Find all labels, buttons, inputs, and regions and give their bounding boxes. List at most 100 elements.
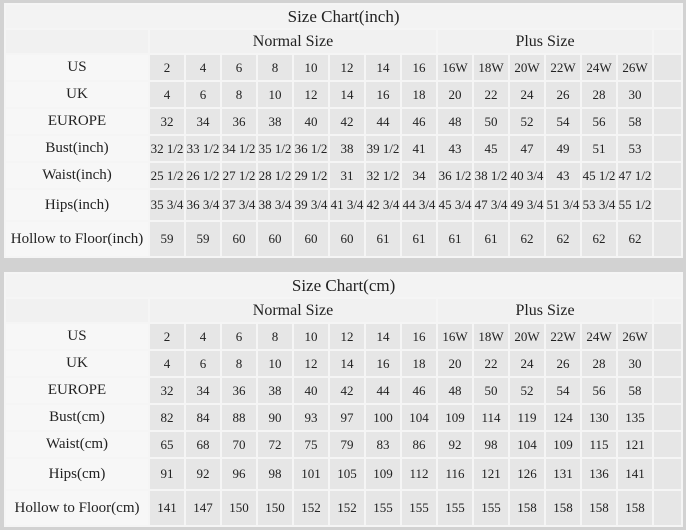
size-value-cell: 105 — [328, 457, 366, 491]
size-value-cell: 34 — [184, 376, 222, 405]
size-value-cell: 39 1/2 — [364, 134, 402, 163]
size-value-cell: 50 — [472, 107, 510, 136]
row-label: US — [4, 53, 150, 82]
size-value-cell: 4 — [148, 80, 186, 109]
row-label: US — [4, 322, 150, 351]
header-tail-cell — [651, 297, 684, 324]
size-value-cell: 62 — [616, 220, 654, 258]
row-tail-cell — [651, 322, 684, 351]
size-value-cell: 14 — [328, 80, 366, 109]
size-value-cell: 16 — [400, 53, 438, 82]
header-spacer-cell — [4, 28, 150, 55]
size-value-cell: 109 — [544, 430, 582, 459]
table-row: UK 4 6 8 10 12 14 16 18 20 22 24 26 28 30 — [4, 80, 684, 109]
size-value-cell: 90 — [256, 403, 294, 432]
size-value-cell: 98 — [256, 457, 294, 491]
size-value-cell: 60 — [328, 220, 366, 258]
row-label: UK — [4, 80, 150, 109]
table-row: Bust(cm) 82 84 88 90 93 97 100 104 109 114 119 124 13… — [4, 403, 684, 432]
size-value-cell: 4 — [184, 322, 222, 351]
size-value-cell: 10 — [256, 80, 294, 109]
size-value-cell: 30 — [616, 349, 654, 378]
size-value-cell: 42 — [328, 107, 366, 136]
size-value-cell: 51 3/4 — [544, 188, 582, 222]
table-title: Size Chart(inch) — [3, 3, 684, 30]
size-value-cell: 53 3/4 — [580, 188, 618, 222]
table-row: US 2 4 6 8 10 12 14 16 16W 18W 20W 22W 24W 26W — [4, 322, 684, 351]
size-value-cell: 22W — [544, 53, 582, 82]
size-value-cell: 59 — [184, 220, 222, 258]
row-label: UK — [4, 349, 150, 378]
size-value-cell: 38 1/2 — [472, 161, 510, 190]
size-value-cell: 60 — [256, 220, 294, 258]
size-value-cell: 126 — [508, 457, 546, 491]
row-label: Hollow to Floor(cm) — [4, 489, 150, 527]
size-value-cell: 20W — [508, 53, 546, 82]
size-value-cell: 124 — [544, 403, 582, 432]
size-value-cell: 61 — [472, 220, 510, 258]
size-value-cell: 93 — [292, 403, 330, 432]
table-row: Hips(cm) 91 92 96 98 101 105 109 112 116 121 126 131… — [4, 457, 684, 491]
size-value-cell: 158 — [544, 489, 582, 527]
size-value-cell: 136 — [580, 457, 618, 491]
size-value-cell: 8 — [256, 322, 294, 351]
size-value-cell: 101 — [292, 457, 330, 491]
row-label: EUROPE — [4, 376, 150, 405]
size-value-cell: 88 — [220, 403, 258, 432]
size-value-cell: 86 — [400, 430, 438, 459]
size-value-cell: 104 — [400, 403, 438, 432]
size-value-cell: 104 — [508, 430, 546, 459]
size-value-cell: 152 — [292, 489, 330, 527]
table-row: Bust(inch) 32 1/2 33 1/2 34 1/2 35 1/2 36 1/2… — [4, 134, 684, 163]
size-value-cell: 97 — [328, 403, 366, 432]
size-value-cell: 51 — [580, 134, 618, 163]
size-value-cell: 33 1/2 — [184, 134, 222, 163]
row-label: Bust(inch) — [4, 134, 150, 163]
size-value-cell: 34 — [184, 107, 222, 136]
size-value-cell: 62 — [544, 220, 582, 258]
size-value-cell: 10 — [292, 322, 330, 351]
size-value-cell: 109 — [436, 403, 474, 432]
size-value-cell: 26W — [616, 322, 654, 351]
table-row: UK 4 6 8 10 12 14 16 18 20 22 24 26 28 30 — [4, 349, 684, 378]
size-value-cell: 36 — [220, 376, 258, 405]
size-value-cell: 98 — [472, 430, 510, 459]
size-value-cell: 24 — [508, 349, 546, 378]
size-value-cell: 58 — [616, 376, 654, 405]
row-tail-cell — [651, 349, 684, 378]
row-label: Waist(inch) — [4, 161, 150, 190]
size-value-cell: 32 1/2 — [364, 161, 402, 190]
row-tail-cell — [651, 134, 684, 163]
size-value-cell: 155 — [436, 489, 474, 527]
size-value-cell: 45 1/2 — [580, 161, 618, 190]
size-value-cell: 22W — [544, 322, 582, 351]
size-value-cell: 6 — [184, 349, 222, 378]
size-value-cell: 31 — [328, 161, 366, 190]
column-group-plus: Plus Size — [436, 297, 654, 324]
size-value-cell: 53 — [616, 134, 654, 163]
size-value-cell: 36 1/2 — [436, 161, 474, 190]
size-value-cell: 158 — [508, 489, 546, 527]
size-value-cell: 2 — [148, 322, 186, 351]
size-value-cell: 62 — [580, 220, 618, 258]
size-value-cell: 42 — [328, 376, 366, 405]
size-value-cell: 61 — [364, 220, 402, 258]
table-row: Hips(inch) 35 3/4 36 3/4 37 3/4 38 3/4 39 3/4… — [4, 188, 684, 222]
size-value-cell: 26 — [544, 80, 582, 109]
size-value-cell: 50 — [472, 376, 510, 405]
size-value-cell: 40 3/4 — [508, 161, 546, 190]
size-value-cell: 61 — [436, 220, 474, 258]
size-value-cell: 8 — [220, 349, 258, 378]
size-value-cell: 46 — [400, 376, 438, 405]
size-value-cell: 92 — [436, 430, 474, 459]
size-value-cell: 96 — [220, 457, 258, 491]
size-value-cell: 62 — [508, 220, 546, 258]
size-value-cell: 152 — [328, 489, 366, 527]
size-value-cell: 43 — [436, 134, 474, 163]
table-title-row: Size Chart(inch) — [3, 3, 684, 30]
size-value-cell: 18 — [400, 80, 438, 109]
table-title: Size Chart(cm) — [3, 272, 684, 299]
size-value-cell: 56 — [580, 376, 618, 405]
row-tail-cell — [651, 220, 684, 258]
